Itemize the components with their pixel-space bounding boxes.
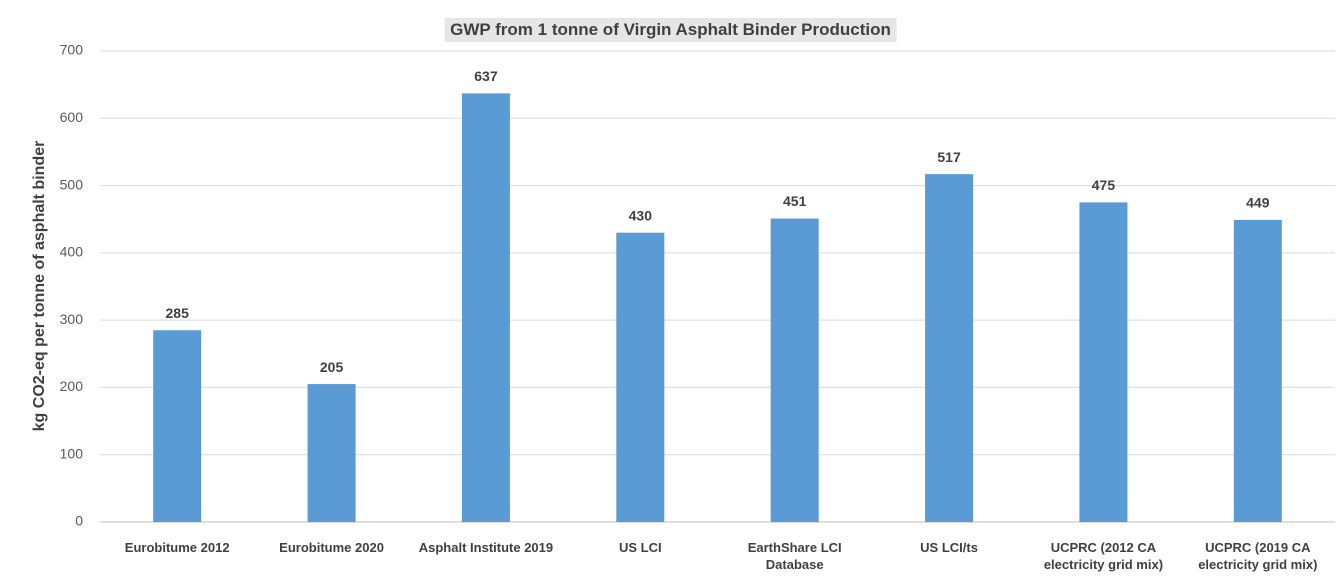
bar [1079,202,1128,522]
bar [616,232,665,522]
y-tick-label: 200 [60,378,84,394]
x-tick-label: Asphalt Institute 2019 [418,540,554,555]
value-label: 475 [1092,177,1116,193]
x-tick-label: UCPRC (2012 CA electricity grid mix) [1043,540,1164,572]
value-label: 430 [629,207,653,223]
y-tick-label: 0 [75,513,83,529]
value-label: 451 [783,193,807,209]
x-tick-label: Eurobitume 2012 [124,540,230,555]
bar [307,384,356,522]
y-tick-label: 700 [60,42,84,58]
bar [925,174,974,522]
y-tick-label: 300 [60,311,84,327]
value-label: 517 [937,149,961,165]
y-axis-label: kg CO2-eq per tonne of asphalt binder [31,141,48,432]
value-label: 637 [474,68,498,84]
chart-title: GWP from 1 tonne of Virgin Asphalt Binde… [444,18,897,42]
bar [1233,219,1282,522]
y-tick-label: 600 [60,109,84,125]
bar [461,93,510,522]
y-tick-label: 100 [60,445,84,461]
bar [770,218,819,522]
value-label: 285 [166,305,190,321]
value-label: 205 [320,359,344,375]
x-tick-label: EarthShare LCI Database [747,540,842,572]
value-label: 449 [1246,195,1270,211]
y-tick-label: 500 [60,176,84,192]
x-tick-label: US LCI [619,540,662,555]
x-tick-label: US LCI/ts [920,540,978,555]
y-tick-label: 400 [60,244,84,260]
bar [153,330,202,522]
x-tick-label: Eurobitume 2020 [279,540,384,555]
x-tick-label: UCPRC (2019 CA electricity grid mix) [1198,540,1318,572]
